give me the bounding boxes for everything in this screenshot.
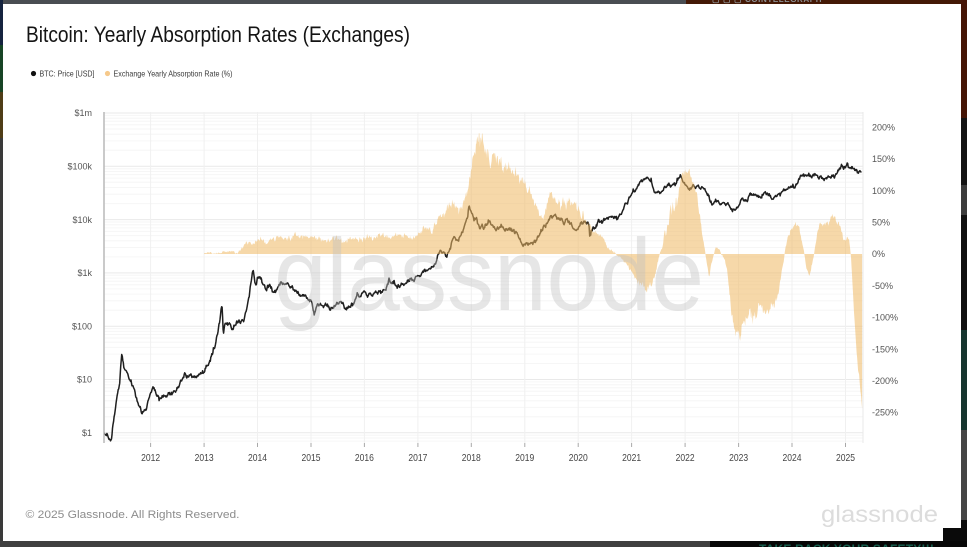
svg-text:2021: 2021 [622, 452, 641, 464]
svg-text:100%: 100% [872, 186, 895, 196]
svg-text:2024: 2024 [783, 452, 802, 464]
svg-text:$10k: $10k [72, 215, 92, 225]
svg-text:$1k: $1k [77, 268, 92, 278]
svg-text:150%: 150% [872, 154, 895, 164]
svg-text:2019: 2019 [515, 452, 534, 464]
svg-text:2018: 2018 [462, 452, 481, 464]
svg-text:-50%: -50% [872, 281, 893, 291]
svg-text:-250%: -250% [872, 408, 898, 418]
svg-text:$1: $1 [82, 428, 92, 438]
svg-text:2022: 2022 [676, 452, 695, 464]
svg-text:0%: 0% [872, 249, 885, 259]
svg-text:$100: $100 [72, 321, 92, 331]
svg-text:$100k: $100k [67, 162, 92, 172]
svg-text:-100%: -100% [872, 313, 898, 323]
svg-text:glassnode: glassnode [821, 501, 938, 527]
svg-text:Bitcoin: Yearly Absorption Rat: Bitcoin: Yearly Absorption Rates (Exchan… [26, 22, 410, 47]
svg-text:50%: 50% [872, 218, 890, 228]
svg-text:$1m: $1m [74, 108, 92, 118]
svg-text:$10: $10 [77, 375, 92, 385]
svg-text:2014: 2014 [248, 452, 267, 464]
svg-text:2025: 2025 [836, 452, 855, 464]
svg-text:-150%: -150% [872, 344, 898, 354]
svg-text:-200%: -200% [872, 376, 898, 386]
svg-text:2023: 2023 [729, 452, 748, 464]
svg-text:© 2025 Glassnode. All Rights R: © 2025 Glassnode. All Rights Reserved. [26, 509, 240, 521]
svg-text:glassnode: glassnode [274, 218, 704, 332]
svg-text:2013: 2013 [195, 452, 214, 464]
svg-text:BTC: Price [USD]: BTC: Price [USD] [40, 69, 95, 79]
svg-text:Exchange Yearly Absorption Rat: Exchange Yearly Absorption Rate (%) [114, 69, 233, 79]
svg-text:200%: 200% [872, 122, 895, 132]
svg-text:2017: 2017 [408, 452, 427, 464]
svg-text:2012: 2012 [141, 452, 160, 464]
svg-text:2020: 2020 [569, 452, 588, 464]
svg-text:2015: 2015 [302, 452, 321, 464]
svg-text:2016: 2016 [355, 452, 374, 464]
